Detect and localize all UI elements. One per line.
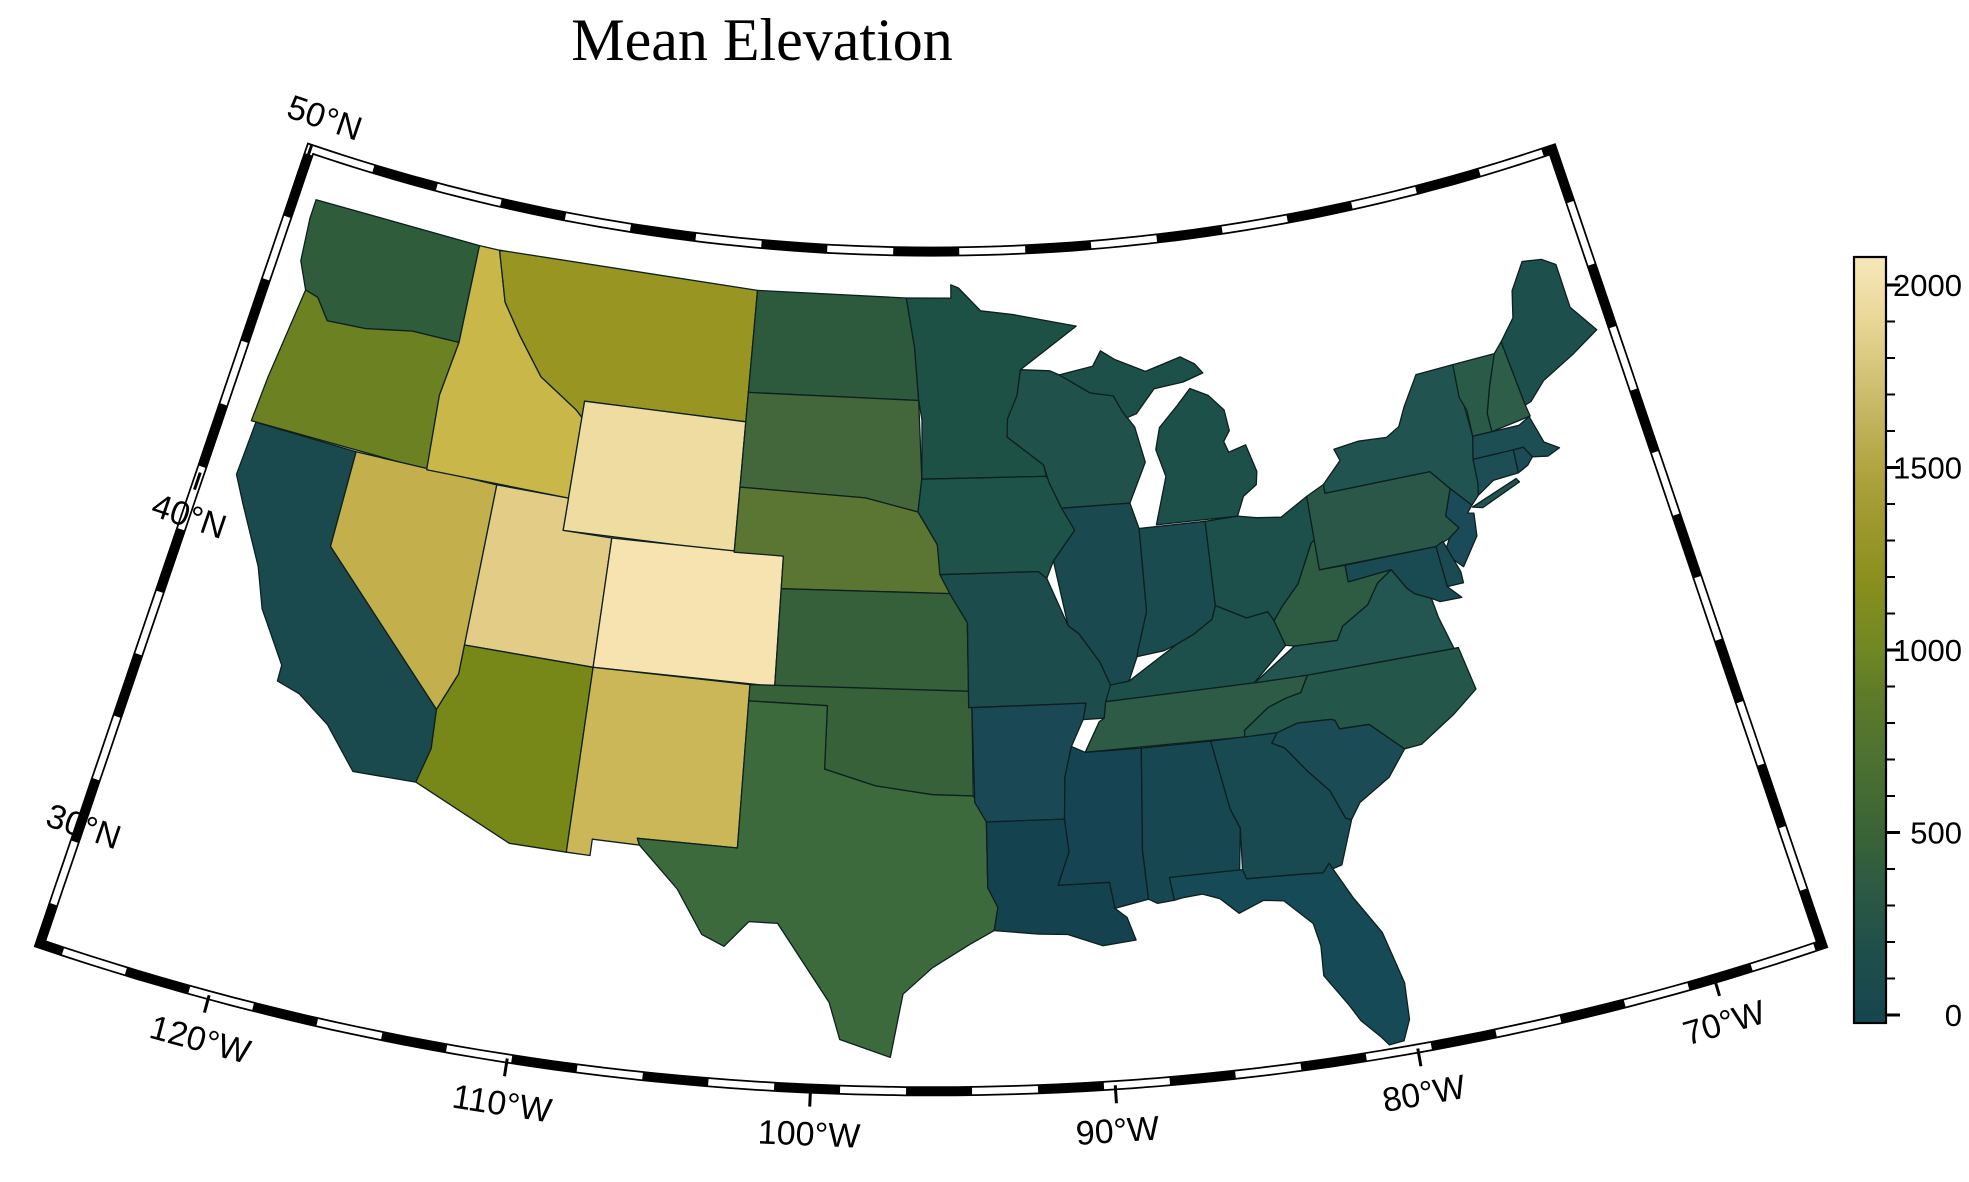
state-nd[interactable] [747, 289, 920, 402]
longitude-tick [503, 1058, 509, 1077]
map-title: Mean Elevation [571, 7, 953, 73]
state-fl[interactable] [1168, 862, 1411, 1046]
state-co[interactable] [592, 537, 785, 688]
state-nj[interactable] [1444, 487, 1478, 568]
state-md[interactable] [1344, 545, 1463, 603]
colorbar-tick-label: 500 [1910, 816, 1962, 851]
state-ct[interactable] [1472, 449, 1519, 496]
colorbar: 2000 1500 1000 500 0 [1852, 255, 1962, 1033]
state-ks[interactable] [774, 588, 970, 693]
longitude-tick [1713, 978, 1721, 997]
state-ny[interactable] [1471, 477, 1521, 509]
latitude-label: 50°N [282, 88, 366, 148]
colorbar-gradient [1852, 255, 1888, 1025]
state-nc[interactable] [1243, 647, 1477, 750]
colorbar-tick-label: 1500 [1893, 451, 1962, 486]
state-tx[interactable] [636, 700, 999, 1059]
latitude-tick [87, 782, 97, 801]
longitude-label: 100°W [757, 1113, 861, 1155]
state-nm[interactable] [565, 666, 751, 857]
longitude-label: 120°W [146, 1008, 255, 1071]
state-wy[interactable] [562, 400, 747, 553]
latitude-tick [193, 472, 202, 491]
longitude-tick [1113, 1085, 1118, 1104]
state-me[interactable] [1500, 258, 1598, 406]
latitude-tick [304, 143, 314, 162]
longitude-label: 110°W [450, 1078, 555, 1131]
frame-band [33, 142, 1829, 1097]
colorbar-tick-label: 1000 [1893, 633, 1962, 668]
longitude-tick [202, 994, 211, 1014]
map-frame [33, 142, 1829, 1097]
state-mi[interactable] [1155, 387, 1258, 526]
longitude-label: 70°W [1679, 993, 1770, 1053]
longitude-tick [1416, 1048, 1423, 1067]
colorbar-ticks: 2000 1500 1000 500 0 [1886, 268, 1962, 1033]
state-mi[interactable] [1058, 350, 1204, 419]
state-ia[interactable] [917, 475, 1076, 580]
colorbar-tick-label: 0 [1945, 998, 1962, 1033]
longitude-label: 90°W [1075, 1109, 1161, 1152]
longitude-label: 80°W [1379, 1068, 1468, 1120]
colorbar-tick-label: 2000 [1893, 268, 1962, 303]
states-layer [235, 199, 1598, 1059]
longitude-tick [808, 1088, 813, 1107]
